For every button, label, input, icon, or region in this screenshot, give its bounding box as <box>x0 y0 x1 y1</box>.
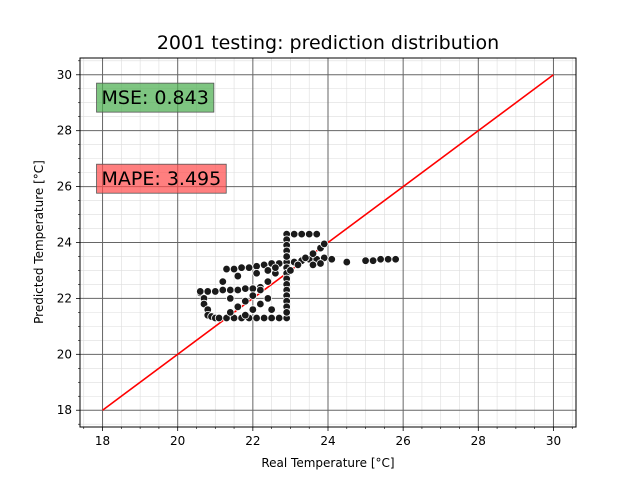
scatter-point <box>293 260 303 270</box>
y-axis-label: Predicted Temperature [°C] <box>32 160 46 324</box>
scatter-point <box>203 287 212 296</box>
scatter-point <box>248 291 258 300</box>
scatter-point <box>233 285 243 295</box>
scatter-point <box>308 249 318 258</box>
y-tick-label: 18 <box>57 403 72 417</box>
x-tick-label: 18 <box>95 434 110 448</box>
scatter-point <box>301 253 310 263</box>
scatter-point <box>289 229 299 239</box>
x-axis-label: Real Temperature [°C] <box>261 456 394 470</box>
x-tick-label: 30 <box>546 434 561 448</box>
scatter-point <box>361 256 370 265</box>
scatter-point <box>214 313 224 323</box>
mse-box <box>96 82 215 113</box>
scatter-point <box>196 287 205 296</box>
scatter-point <box>233 271 243 281</box>
scatter-point <box>271 263 280 272</box>
scatter-point <box>267 305 276 314</box>
mape-annotation: MAPE: 3.495 <box>96 163 227 194</box>
scatter-point <box>342 257 351 267</box>
scatter-point <box>259 313 269 323</box>
scatter-point <box>226 285 235 295</box>
scatter-point <box>282 308 291 317</box>
scatter-point <box>248 305 258 314</box>
y-tick-label: 30 <box>57 68 72 82</box>
scatter-point <box>383 255 393 264</box>
scatter-point <box>226 294 235 303</box>
scatter-point <box>252 313 261 323</box>
scatter-point <box>222 264 231 274</box>
x-tick-label: 26 <box>396 434 411 448</box>
scatter-point <box>327 255 336 264</box>
scatter-point <box>229 264 239 274</box>
scatter-point <box>237 263 246 272</box>
scatter-point <box>297 229 306 239</box>
scatter-point <box>241 297 250 306</box>
axis-ticks: 18 20 22 24 26 28 30 18 20 22 24 26 28 30 <box>57 60 573 448</box>
scatter-point <box>316 259 325 268</box>
scatter-point <box>274 313 284 323</box>
scatter-point <box>252 262 261 271</box>
y-tick-label: 28 <box>57 124 72 138</box>
scatter-point <box>256 285 265 295</box>
x-tick-label: 22 <box>245 434 260 448</box>
scatter-point <box>305 229 314 239</box>
scatter-point <box>263 266 273 275</box>
scatter-points <box>196 229 400 323</box>
scatter-point <box>282 252 291 261</box>
x-tick-label: 24 <box>320 434 335 448</box>
scatter-point <box>391 255 400 264</box>
scatter-point <box>241 284 250 293</box>
mape-box <box>96 163 227 194</box>
scatter-point <box>368 256 378 265</box>
scatter-point <box>267 313 276 323</box>
scatter-point <box>252 269 261 278</box>
scatter-point <box>241 310 250 320</box>
annotation-boxes: MSE: 0.843 MAPE: 3.495 <box>96 82 227 194</box>
mape-label: MAPE: 3.495 <box>102 168 222 190</box>
scatter-point <box>263 294 273 303</box>
scatter-point <box>286 266 295 275</box>
scatter-point <box>211 287 220 296</box>
scatter-point <box>248 284 258 293</box>
y-tick-label: 20 <box>57 347 72 361</box>
mse-label: MSE: 0.843 <box>102 87 209 109</box>
scatter-point <box>233 302 243 311</box>
y-tick-label: 26 <box>57 180 72 194</box>
scatter-point <box>244 263 254 272</box>
scatter-point <box>218 277 227 286</box>
scatter-point <box>263 277 273 286</box>
scatter-point <box>376 255 385 264</box>
chart-title: 2001 testing: prediction distribution <box>157 32 499 54</box>
y-tick-label: 22 <box>57 291 72 305</box>
x-tick-label: 28 <box>471 434 486 448</box>
scatter-point <box>320 239 329 249</box>
scatter-point <box>218 285 227 295</box>
scatter-point <box>312 229 321 239</box>
scatter-point <box>256 299 265 309</box>
x-tick-label: 20 <box>170 434 185 448</box>
y-tick-label: 24 <box>57 236 72 250</box>
scatter-point <box>308 260 318 270</box>
scatter-point <box>226 308 235 317</box>
mse-annotation: MSE: 0.843 <box>96 82 215 113</box>
